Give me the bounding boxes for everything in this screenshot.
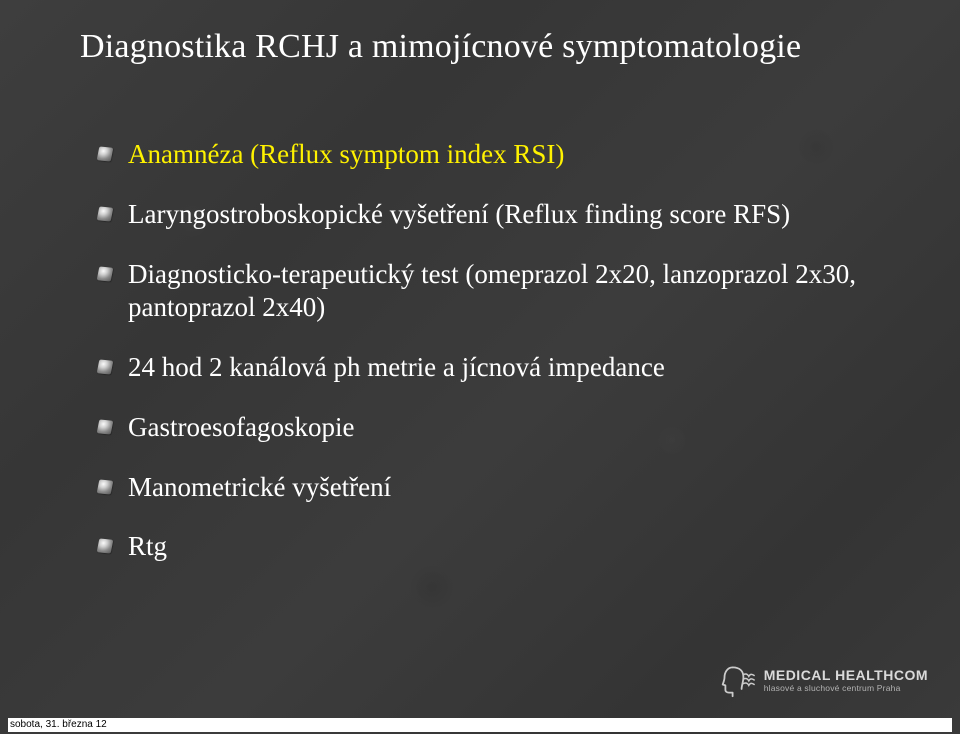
list-item: Laryngostroboskopické vyšetření (Reflux … <box>98 198 890 232</box>
logo: MEDICAL HEALTHCOM hlasové a sluchové cen… <box>720 662 928 698</box>
bullet-text: Manometrické vyšetření <box>128 472 391 502</box>
list-item: 24 hod 2 kanálová ph metrie a jícnová im… <box>98 351 890 385</box>
bullet-text: Anamnéza (Reflux symptom index RSI) <box>128 139 564 169</box>
footer-date-bar: sobota, 31. března 12 <box>8 718 952 732</box>
list-item: Rtg <box>98 530 890 564</box>
bullet-text: Laryngostroboskopické vyšetření (Reflux … <box>128 199 790 229</box>
bullet-text: 24 hod 2 kanálová ph metrie a jícnová im… <box>128 352 665 382</box>
logo-head-icon <box>720 662 756 698</box>
logo-text: MEDICAL HEALTHCOM hlasové a sluchové cen… <box>764 668 928 693</box>
list-item: Manometrické vyšetření <box>98 471 890 505</box>
slide: Diagnostika RCHJ a mimojícnové symptomat… <box>0 0 960 720</box>
list-item: Diagnosticko-terapeutický test (omeprazo… <box>98 258 890 326</box>
bullet-list: Anamnéza (Reflux symptom index RSI) Lary… <box>98 138 890 564</box>
slide-title: Diagnostika RCHJ a mimojícnové symptomat… <box>80 28 890 66</box>
list-item: Gastroesofagoskopie <box>98 411 890 445</box>
list-item: Anamnéza (Reflux symptom index RSI) <box>98 138 890 172</box>
logo-main-text: MEDICAL HEALTHCOM <box>764 668 928 682</box>
bullet-text: Rtg <box>128 531 167 561</box>
footer-date: sobota, 31. března 12 <box>10 719 107 730</box>
bullet-text: Gastroesofagoskopie <box>128 412 354 442</box>
logo-sub-text: hlasové a sluchové centrum Praha <box>764 684 928 693</box>
bullet-text: Diagnosticko-terapeutický test (omeprazo… <box>128 259 856 323</box>
